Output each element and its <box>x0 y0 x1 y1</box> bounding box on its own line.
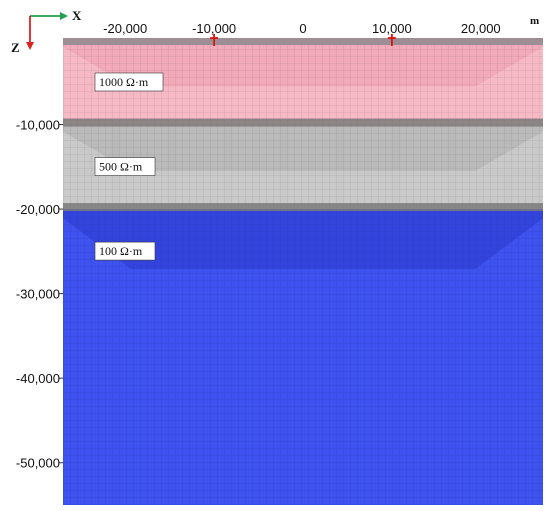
x-tick-label: 10,000 <box>372 21 412 36</box>
x-arrowhead-icon <box>60 12 68 20</box>
layer-label-2: 100 Ω·m <box>94 241 156 261</box>
layer-interface-band <box>63 203 543 212</box>
x-tick-label: 0 <box>299 21 306 36</box>
z-axis: -10,000 -20,000 -30,000 -40,000 -50,000 <box>16 118 63 471</box>
layer-label-box <box>94 157 156 176</box>
x-axis-letter: X <box>72 8 82 23</box>
surface-band <box>63 38 543 45</box>
x-tick-label: -20,000 <box>103 21 147 36</box>
x-axis: -20,000 -10,000 0 10,000 20,000 <box>103 21 500 36</box>
layer-label-box <box>94 72 164 92</box>
x-unit-label: m <box>530 15 539 27</box>
layer-resistivity-label: 1000 Ω·m <box>99 75 149 89</box>
coordinate-indicator: X Z <box>11 8 82 55</box>
layer-interface-band <box>63 118 543 127</box>
layer-label-box <box>94 241 156 261</box>
z-tick-label: -10,000 <box>16 118 60 133</box>
z-axis-letter: Z <box>11 40 20 55</box>
layer-label-1: 500 Ω·m <box>94 157 156 176</box>
layer-resistivity-label: 500 Ω·m <box>99 160 143 174</box>
x-tick-label: -10,000 <box>192 21 236 36</box>
x-tick-label: 20,000 <box>461 21 501 36</box>
model-area: 1000 Ω·m 500 Ω·m 100 Ω·m <box>63 34 543 505</box>
z-arrowhead-icon <box>26 42 34 50</box>
z-tick-label: -30,000 <box>16 287 60 302</box>
station-marker-icon <box>210 34 219 46</box>
z-tick-label: -50,000 <box>16 456 60 471</box>
station-marker-icon <box>387 34 396 46</box>
z-tick-label: -40,000 <box>16 371 60 386</box>
layer-label-0: 1000 Ω·m <box>94 72 164 92</box>
layer-resistivity-label: 100 Ω·m <box>99 244 143 258</box>
z-tick-label: -20,000 <box>16 202 60 217</box>
